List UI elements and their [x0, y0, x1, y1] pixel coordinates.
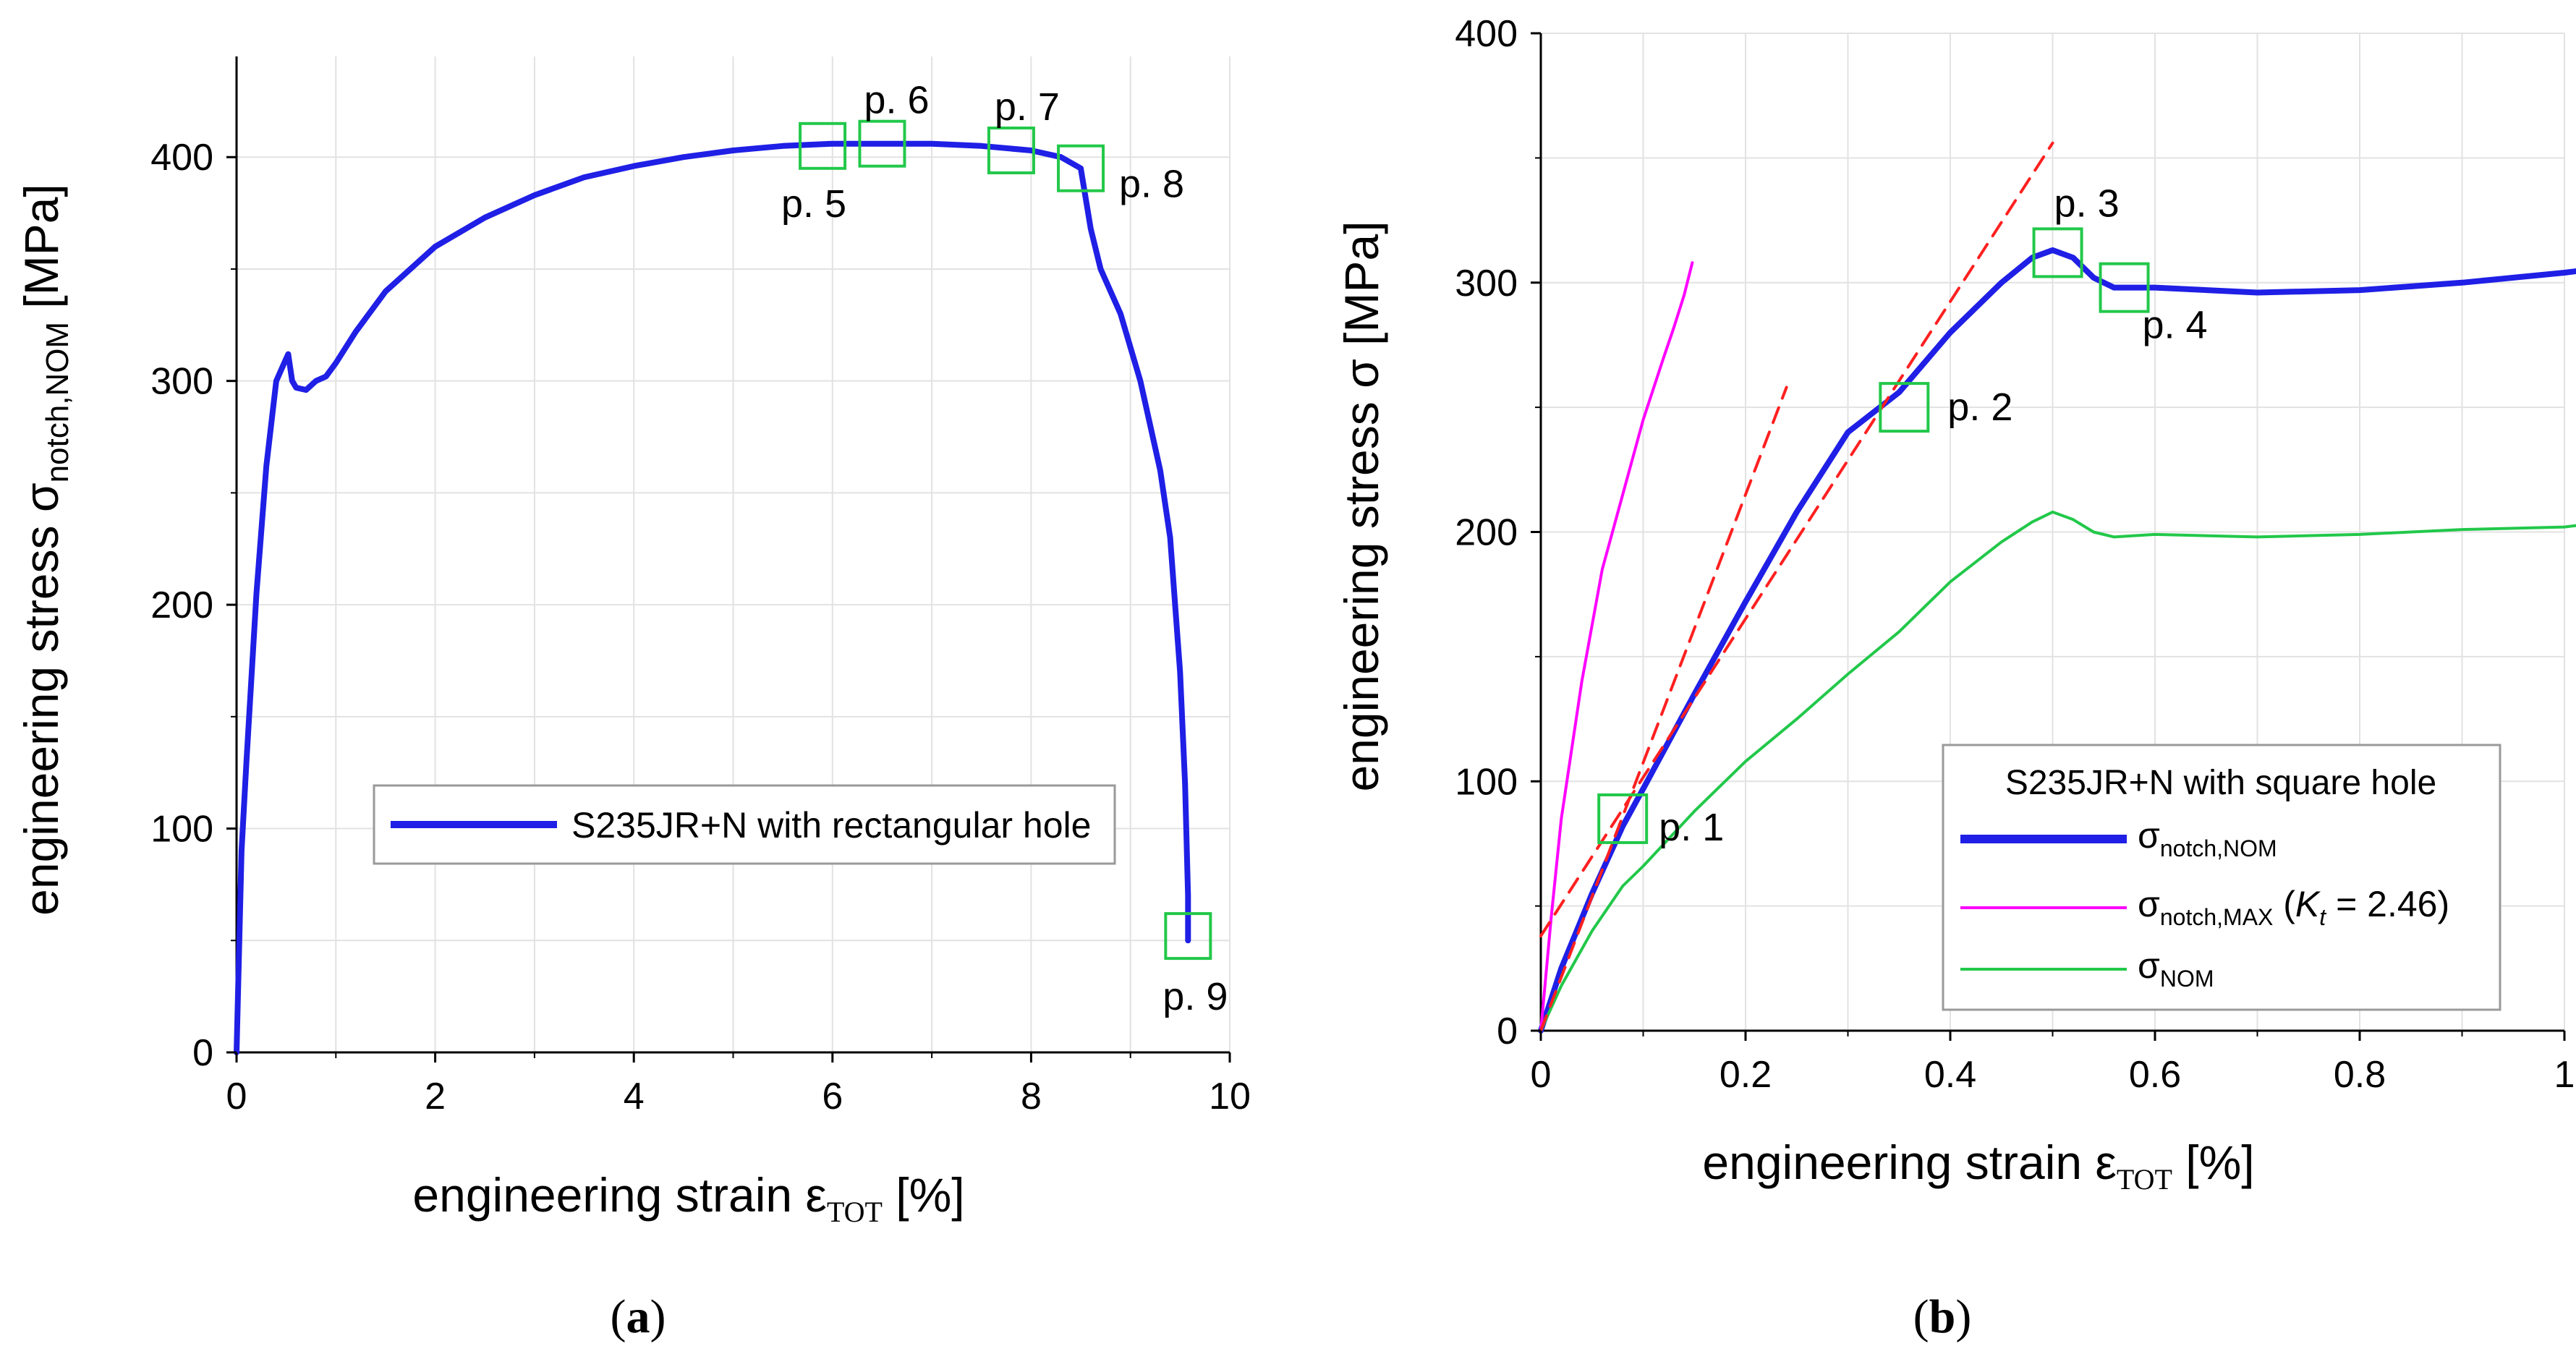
chart-panel-a: p. 5 p. 6 p. 7 p. 8 p. 9 0 2 4 6 8 10 0 100 200 300 4… — [14, 56, 1251, 1343]
panel-label-a: (a) — [611, 1290, 666, 1343]
legend-entry-notch-nom: σnotch,NOM — [2138, 815, 2277, 861]
y-tick-label: 300 — [1455, 263, 1518, 305]
y-axis-label: engineering stress σnotch,NOM [MPa] — [14, 184, 75, 916]
annotation-marker — [1597, 793, 1649, 844]
y-tick-label: 400 — [1455, 13, 1518, 55]
panel-label-b: (b) — [1913, 1290, 1972, 1343]
y-tick-labels: 0 100 200 300 400 — [150, 137, 237, 1074]
y-tick-labels: 0 100 200 300 400 — [1455, 13, 1541, 1052]
y-tick-label: 100 — [1455, 761, 1518, 803]
annotation-label: p. 6 — [864, 79, 929, 122]
x-tick-label: 10 — [1209, 1076, 1251, 1117]
x-tick-label: 6 — [822, 1076, 843, 1117]
annotation-label: p. 8 — [1119, 163, 1184, 206]
x-tick-labels: 0 2 4 6 8 10 — [226, 1052, 1251, 1117]
legend-entry-notch-max: σnotch,MAX (Kt = 2.46) — [2138, 884, 2449, 930]
legend-box — [1942, 744, 2501, 1011]
x-tick-label: 1 — [2554, 1054, 2575, 1096]
legend-title: S235JR+N with square hole — [2005, 764, 2436, 802]
annotation-marker — [987, 126, 1035, 174]
series-layer — [234, 140, 1191, 1055]
annotation-label: p. 5 — [781, 182, 846, 226]
annotation-label: p. 1 — [1659, 806, 1724, 849]
series-line-0 — [234, 140, 1191, 1055]
y-tick-label: 200 — [1455, 512, 1518, 554]
x-tick-label: 0.6 — [2129, 1054, 2181, 1096]
gridlines — [235, 56, 1230, 1054]
legend-entry-label: S235JR+N with rectangular hole — [571, 805, 1091, 846]
annotation-marker — [858, 119, 906, 168]
y-axis-label: engineering stress σ [MPa] — [1335, 221, 1388, 791]
legend-entry-nom: σNOM — [2138, 945, 2214, 992]
x-tick-label: 0.4 — [1924, 1054, 1976, 1096]
legend: S235JR+N with square hole σnotch,NOM σno… — [1942, 744, 2501, 1011]
series-line-3 — [1539, 386, 1788, 1032]
y-tick-label: 200 — [150, 584, 213, 626]
x-axis-label: engineering strain εTOT [%] — [412, 1168, 964, 1228]
y-tick-label: 100 — [150, 809, 213, 851]
annotation-marker — [1879, 382, 1930, 433]
legend: S235JR+N with rectangular hole — [373, 784, 1116, 865]
series-line-2 — [1539, 510, 2576, 1032]
series-line-1 — [1539, 261, 1694, 1032]
x-tick-label: 0 — [226, 1076, 247, 1117]
x-tick-label: 0.8 — [2334, 1054, 2386, 1096]
x-axis-label: engineering strain εTOT [%] — [1702, 1136, 2254, 1196]
gridlines — [1539, 33, 2565, 1032]
x-tick-label: 0.2 — [1720, 1054, 1772, 1096]
annotation-label: p. 2 — [1947, 386, 2012, 429]
annotation-marker — [2099, 262, 2150, 313]
annotation-layer: p. 1 p. 2 p. 3 p. 4 — [1597, 182, 2208, 849]
annotation-marker — [1164, 912, 1212, 961]
x-tick-label: 2 — [425, 1076, 446, 1117]
annotation-marker — [1057, 144, 1105, 192]
annotation-marker — [2032, 227, 2083, 278]
x-tick-label: 8 — [1021, 1076, 1042, 1117]
annotation-label: p. 4 — [2143, 304, 2208, 347]
annotation-label: p. 3 — [2054, 182, 2120, 225]
annotation-label: p. 9 — [1162, 975, 1228, 1018]
y-tick-label: 300 — [150, 361, 213, 403]
y-tick-label: 0 — [192, 1032, 213, 1074]
x-tick-label: 4 — [624, 1076, 645, 1117]
annotation-marker — [799, 122, 847, 170]
annotation-layer: p. 5 p. 6 p. 7 p. 8 p. 9 — [781, 79, 1228, 1018]
chart-panel-b: p. 1 p. 2 p. 3 p. 4 0 0.2 0.4 0.6 0.8 1 0 100 200 3… — [1335, 13, 2576, 1343]
x-tick-labels: 0 0.2 0.4 0.6 0.8 1 — [1531, 1031, 2575, 1096]
x-tick-label: 0 — [1531, 1054, 1552, 1096]
annotation-label: p. 7 — [995, 85, 1060, 129]
series-line-4 — [1539, 141, 2054, 937]
y-tick-label: 400 — [150, 137, 213, 179]
y-tick-label: 0 — [1497, 1010, 1518, 1052]
